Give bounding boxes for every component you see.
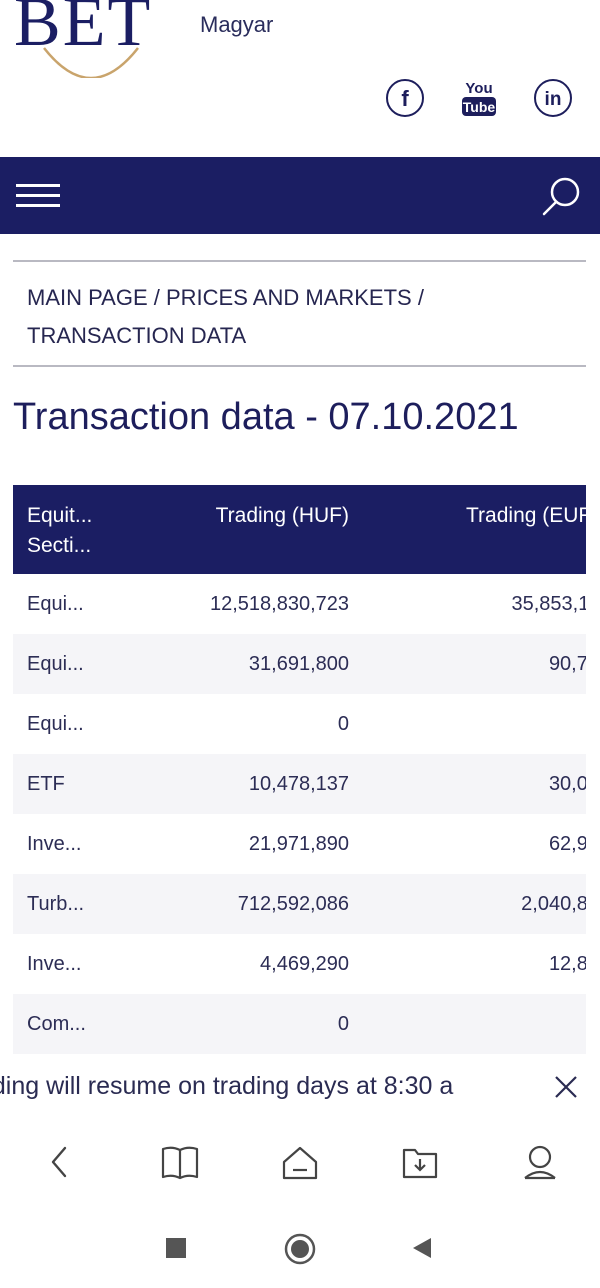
cell-section: Inve... bbox=[27, 833, 82, 855]
cell-section: Com... bbox=[27, 1013, 86, 1035]
breadcrumb-separator: / bbox=[417, 285, 424, 310]
cell-trading-eur: 2,040,81 bbox=[521, 893, 586, 915]
breadcrumb-main-page[interactable]: MAIN PAGE bbox=[27, 285, 148, 310]
breadcrumb: MAIN PAGE / PRICES AND MARKETS / TRANSAC… bbox=[27, 279, 567, 355]
cell-trading-eur: 62,92 bbox=[548, 833, 586, 855]
breadcrumb-separator: / bbox=[153, 285, 160, 310]
downloads-icon[interactable] bbox=[400, 1140, 440, 1184]
table-row[interactable]: Turb... 712,592,086 2,040,81 bbox=[13, 874, 586, 934]
cell-trading-huf: 21,971,890 bbox=[248, 833, 349, 855]
header-equity-section[interactable]: Equit... Secti... bbox=[27, 504, 93, 557]
table-row[interactable]: Com... 0 bbox=[13, 994, 586, 1054]
table-header: Equit... Secti... Trading (HUF) Trading (… bbox=[13, 485, 586, 574]
cell-section: ETF bbox=[27, 773, 65, 795]
cell-section: Equi... bbox=[27, 713, 84, 735]
home-icon[interactable] bbox=[280, 1140, 320, 1184]
table-row[interactable]: ETF 10,478,137 30,00 bbox=[13, 754, 586, 814]
profile-icon[interactable] bbox=[520, 1140, 560, 1184]
home-circle-icon[interactable] bbox=[284, 1233, 316, 1265]
main-navbar bbox=[0, 157, 600, 234]
cell-section: Equi... bbox=[27, 653, 84, 675]
cell-trading-huf: 0 bbox=[337, 713, 349, 735]
cell-trading-huf: 12,518,830,723 bbox=[209, 593, 349, 615]
facebook-icon[interactable]: f bbox=[385, 78, 425, 118]
logo-text: BET bbox=[14, 0, 153, 61]
back-icon[interactable] bbox=[40, 1140, 80, 1184]
table-row[interactable]: Equi... 12,518,830,723 35,853,11 bbox=[13, 574, 586, 634]
table-row[interactable]: Inve... 21,971,890 62,92 bbox=[13, 814, 586, 874]
table-row[interactable]: Equi... 0 bbox=[13, 694, 586, 754]
search-icon[interactable] bbox=[538, 172, 586, 220]
cell-trading-eur: 30,00 bbox=[548, 773, 586, 795]
cell-trading-huf: 10,478,137 bbox=[248, 773, 349, 795]
page-title: Transaction data - 07.10.2021 bbox=[13, 396, 519, 438]
svg-text:You: You bbox=[465, 80, 492, 97]
close-icon[interactable] bbox=[553, 1074, 579, 1100]
hamburger-menu-icon[interactable] bbox=[16, 184, 60, 208]
cell-trading-huf: 0 bbox=[337, 1013, 349, 1035]
recents-icon[interactable] bbox=[165, 1237, 187, 1259]
back-triangle-icon[interactable] bbox=[410, 1236, 434, 1260]
svg-text:Tube: Tube bbox=[463, 99, 496, 115]
breadcrumb-prices-and-markets[interactable]: PRICES AND MARKETS bbox=[166, 285, 412, 310]
cell-trading-huf: 712,592,086 bbox=[237, 893, 349, 915]
table-row[interactable]: Inve... 4,469,290 12,80 bbox=[13, 934, 586, 994]
bookmarks-icon[interactable] bbox=[160, 1140, 200, 1184]
cell-section: Equi... bbox=[27, 593, 84, 615]
cell-section: Turb... bbox=[27, 893, 85, 915]
svg-text:f: f bbox=[401, 86, 409, 111]
cell-trading-eur: 12,80 bbox=[548, 953, 586, 975]
youtube-icon[interactable]: You Tube bbox=[459, 78, 499, 118]
cell-trading-huf: 4,469,290 bbox=[260, 953, 349, 975]
divider bbox=[13, 260, 586, 262]
table-row[interactable]: Equi... 31,691,800 90,76 bbox=[13, 634, 586, 694]
svg-text:in: in bbox=[545, 89, 562, 110]
linkedin-icon[interactable]: in bbox=[533, 78, 573, 118]
cell-section: Inve... bbox=[27, 953, 82, 975]
breadcrumb-current: TRANSACTION DATA bbox=[27, 323, 247, 348]
browser-toolbar bbox=[0, 1122, 600, 1204]
header-trading-huf[interactable]: Trading (HUF) bbox=[215, 504, 349, 527]
cell-trading-eur: 35,853,11 bbox=[511, 593, 587, 615]
bet-logo[interactable]: BET bbox=[14, 0, 154, 83]
cell-trading-eur: 90,76 bbox=[548, 653, 586, 675]
logo-arc bbox=[43, 47, 139, 78]
divider bbox=[13, 365, 586, 367]
transaction-table[interactable]: Equit... Secti... Trading (HUF) Trading (… bbox=[13, 485, 586, 1055]
trading-notice-banner: ading will resume on trading days at 8:3… bbox=[0, 1068, 540, 1112]
trading-notice-text: ading will resume on trading days at 8:3… bbox=[0, 1072, 454, 1100]
language-switch-link[interactable]: Magyar bbox=[200, 12, 274, 37]
header-trading-eur[interactable]: Trading (EUR bbox=[466, 504, 586, 527]
cell-trading-huf: 31,691,800 bbox=[248, 653, 349, 675]
